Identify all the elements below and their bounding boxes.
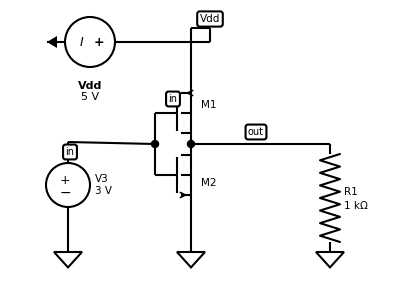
Circle shape [152,140,158,147]
Text: 1 kΩ: 1 kΩ [344,201,368,211]
Text: M2: M2 [201,178,216,188]
Text: 3 V: 3 V [95,186,112,196]
Text: out: out [248,127,264,137]
Text: Vdd: Vdd [78,81,102,91]
Text: in: in [168,94,178,104]
Text: R1: R1 [344,187,358,197]
Text: +: + [94,35,104,48]
Text: +: + [60,173,70,186]
Text: I: I [80,35,84,48]
Polygon shape [47,36,57,48]
Text: V3: V3 [95,174,109,184]
Circle shape [188,140,194,147]
Text: in: in [66,147,74,157]
Text: M1: M1 [201,100,216,110]
Text: −: − [59,186,71,200]
Text: Vdd: Vdd [200,14,220,24]
Text: 5 V: 5 V [81,92,99,102]
